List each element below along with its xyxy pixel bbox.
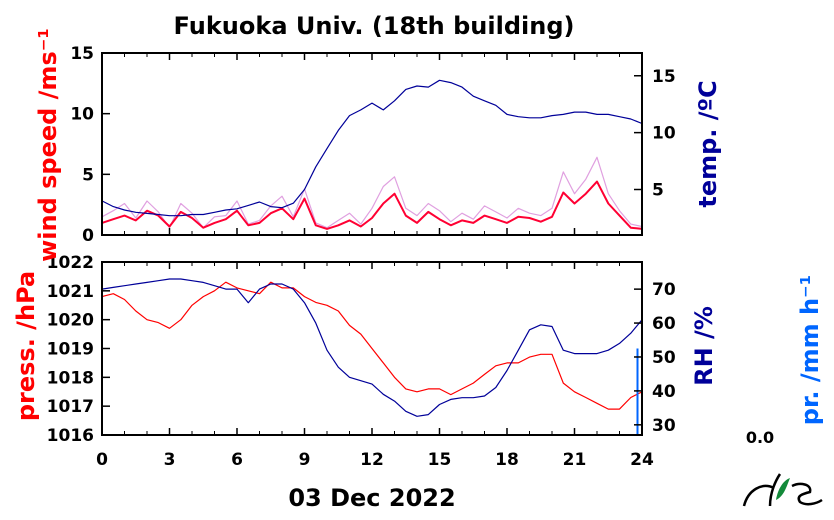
precip-total: 0.0 [746,428,774,447]
x-tick-label: 21 [563,450,587,470]
upper-right-tick-label: 15 [652,67,676,87]
lower-left-tick-label: 1020 [47,311,94,331]
rh-axis-label: RH /% [690,306,718,386]
lower-right-tick-label: 60 [652,314,676,334]
lower-right-tick-label: 30 [652,416,676,436]
lower-ticks-group: 0 3 6 9 12 15 18 21 24 1016 1017 1018 1019 1020 1021 10… [47,253,676,470]
upper-right-tick-label: 10 [652,124,676,144]
x-tick-label: 6 [231,450,243,470]
x-tick-label: 12 [360,450,384,470]
upper-series-2-line [101,79,643,217]
lower-left-tick-label: 1019 [47,340,94,360]
x-tick-label: 15 [428,450,452,470]
lower-left-tick-label: 1022 [47,253,94,273]
lower-left-tick-label: 1017 [47,397,94,417]
upper-right-tick-label: 5 [652,181,664,201]
lower-left-tick-label: 1018 [47,368,94,388]
x-tick-label: 18 [495,450,519,470]
upper-series-group [101,79,643,230]
NES-logo [742,473,823,507]
pressure-axis-label: press. /hPa [12,271,40,421]
x-tick-label: 24 [630,450,654,470]
upper-left-tick-label: 15 [70,44,94,64]
lower-left-tick-label: 1021 [47,282,94,302]
x-tick-label: 3 [164,450,176,470]
temp-axis-label: temp. /ºC [694,80,722,207]
x-axis-label: 03 Dec 2022 [288,484,455,512]
wind-speed-axis-label: wind speed /ms⁻¹ [34,28,62,262]
chart-title: Fukuoka Univ. (18th building) [174,12,575,40]
lower-right-tick-label: 40 [652,382,676,402]
lower-left-tick-label: 1016 [47,426,94,446]
lower-right-tick-label: 50 [652,348,676,368]
upper-left-tick-label: 5 [82,165,94,185]
lower-right-tick-label: 70 [652,280,676,300]
lower-series-group [101,278,643,435]
lower-series-1-line [101,278,643,417]
x-tick-label: 9 [299,450,311,470]
lower-series-0-line [101,281,643,410]
upper-left-tick-label: 10 [70,105,94,125]
upper-ticks-group: 0 5 10 15 5 10 15 [70,44,676,246]
upper-left-tick-label: 0 [82,226,94,246]
x-tick-label: 0 [96,450,108,470]
upper-series-0-line [101,156,643,229]
precip-axis-label: pr. /mm h⁻¹ [796,275,824,425]
upper-series-1-line [101,180,643,230]
